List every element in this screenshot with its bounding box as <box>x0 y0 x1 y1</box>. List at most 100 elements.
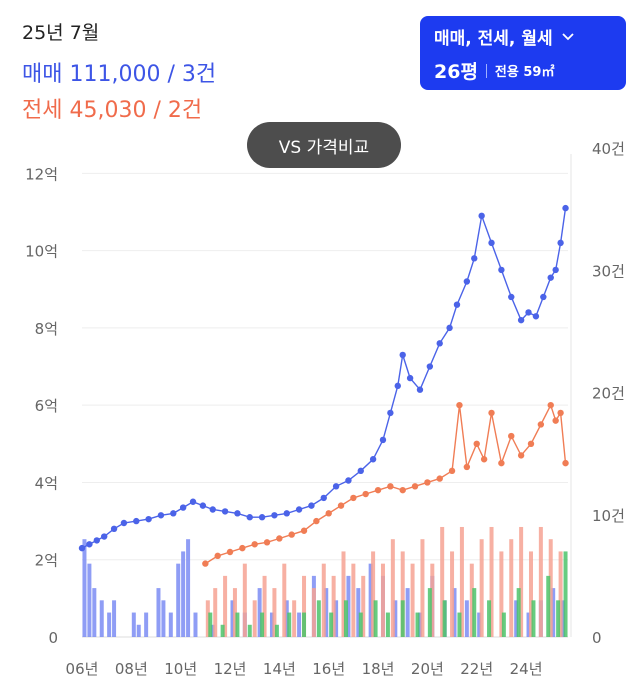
price-point <box>517 452 525 459</box>
price-point <box>552 266 559 274</box>
price-point <box>436 340 443 347</box>
volume-bar <box>538 526 543 637</box>
price-point <box>369 456 377 463</box>
price-point <box>478 212 485 220</box>
price-point <box>133 517 140 525</box>
y-axis-right-tick-label: 40건 <box>592 140 625 158</box>
volume-bar <box>472 588 477 637</box>
volume-bar <box>284 600 289 637</box>
price-point <box>399 486 406 494</box>
price-point <box>271 512 278 519</box>
y-axis-left-tick-label: 8억 <box>35 320 58 338</box>
x-axis-tick-label: 24년 <box>510 660 543 678</box>
volume-bar <box>331 575 336 637</box>
volume-bar <box>99 600 104 637</box>
price-point <box>101 533 108 540</box>
volume-bar <box>92 588 97 637</box>
volume-bar <box>440 526 445 637</box>
price-point <box>308 502 315 509</box>
deal-types-label: 매매, 전세, 월세 <box>434 29 553 49</box>
volume-bar <box>193 612 198 637</box>
price-point <box>557 239 564 247</box>
volume-bar <box>341 551 346 637</box>
price-point <box>374 486 382 494</box>
price-point <box>517 316 525 324</box>
price-point <box>446 324 453 332</box>
volume-bar <box>292 600 297 637</box>
price-point <box>214 552 221 560</box>
volume-bar <box>210 624 215 637</box>
volume-bar <box>427 588 432 637</box>
volume-bar <box>361 575 366 637</box>
volume-bar <box>417 612 422 637</box>
volume-bar <box>324 588 329 637</box>
volume-bar <box>469 563 474 637</box>
price-point <box>406 374 414 382</box>
price-point <box>276 535 283 542</box>
chevron-down-icon <box>561 32 574 40</box>
volume-bar <box>519 526 524 637</box>
volume-bar <box>205 600 210 637</box>
volume-bar <box>452 588 457 637</box>
volume-bar <box>112 600 117 637</box>
volume-bar <box>509 539 514 637</box>
volume-bar <box>556 600 561 637</box>
volume-bar <box>257 588 262 637</box>
volume-bar <box>499 551 504 637</box>
price-point <box>337 502 345 509</box>
volume-bar <box>329 612 334 637</box>
price-point <box>251 541 258 548</box>
volume-bar <box>457 612 462 637</box>
sale-price-summary: 매매 111,000 / 3건 <box>22 62 217 87</box>
volume-bar <box>558 551 563 637</box>
compare-price-button[interactable]: VS 가격비교 <box>247 122 401 168</box>
y-axis-left-tick-label: 0 <box>48 629 58 647</box>
volume-bar <box>220 624 225 637</box>
y-axis-right-tick-label: 0 <box>592 629 602 647</box>
volume-bar <box>368 563 373 637</box>
volume-bar <box>260 612 265 637</box>
volume-bar <box>390 539 395 637</box>
volume-bar <box>373 600 378 637</box>
volume-bar <box>442 600 447 637</box>
volume-bar <box>269 612 274 637</box>
price-point <box>562 459 569 467</box>
y-axis-left-tick-label: 10억 <box>25 243 58 261</box>
volume-bar <box>87 563 92 637</box>
volume-bar <box>531 600 536 637</box>
price-point <box>239 544 246 552</box>
volume-bar <box>546 575 551 637</box>
volume-bar <box>487 600 492 637</box>
volume-bar <box>252 600 257 637</box>
volume-bar <box>302 575 307 637</box>
volume-bar <box>551 588 556 637</box>
volume-bar <box>232 588 237 637</box>
volume-bar <box>450 551 455 637</box>
volume-bar <box>430 563 435 637</box>
price-point <box>453 301 461 308</box>
x-axis-tick-label: 06년 <box>66 660 99 678</box>
volume-bar <box>311 588 316 637</box>
volume-bar <box>272 588 277 637</box>
volume-bar <box>548 539 553 637</box>
price-point <box>527 440 535 447</box>
y-axis-right-tick-label: 20건 <box>592 385 625 403</box>
price-point <box>498 266 505 274</box>
price-point <box>379 436 387 444</box>
price-point <box>258 514 266 521</box>
price-point <box>288 531 295 538</box>
price-point <box>562 204 569 212</box>
volume-bar <box>208 612 213 637</box>
price-point <box>189 498 197 505</box>
price-point <box>547 401 554 409</box>
price-point <box>394 382 401 390</box>
price-point <box>179 504 187 511</box>
price-point <box>145 515 152 523</box>
volume-bar <box>385 612 390 637</box>
price-point <box>471 255 478 262</box>
volume-bar <box>321 563 326 637</box>
volume-bar <box>235 612 240 637</box>
deal-type-filter-button[interactable]: 매매, 전세, 월세 26평 전용 59㎡ <box>420 16 626 90</box>
volume-bar <box>400 551 405 637</box>
